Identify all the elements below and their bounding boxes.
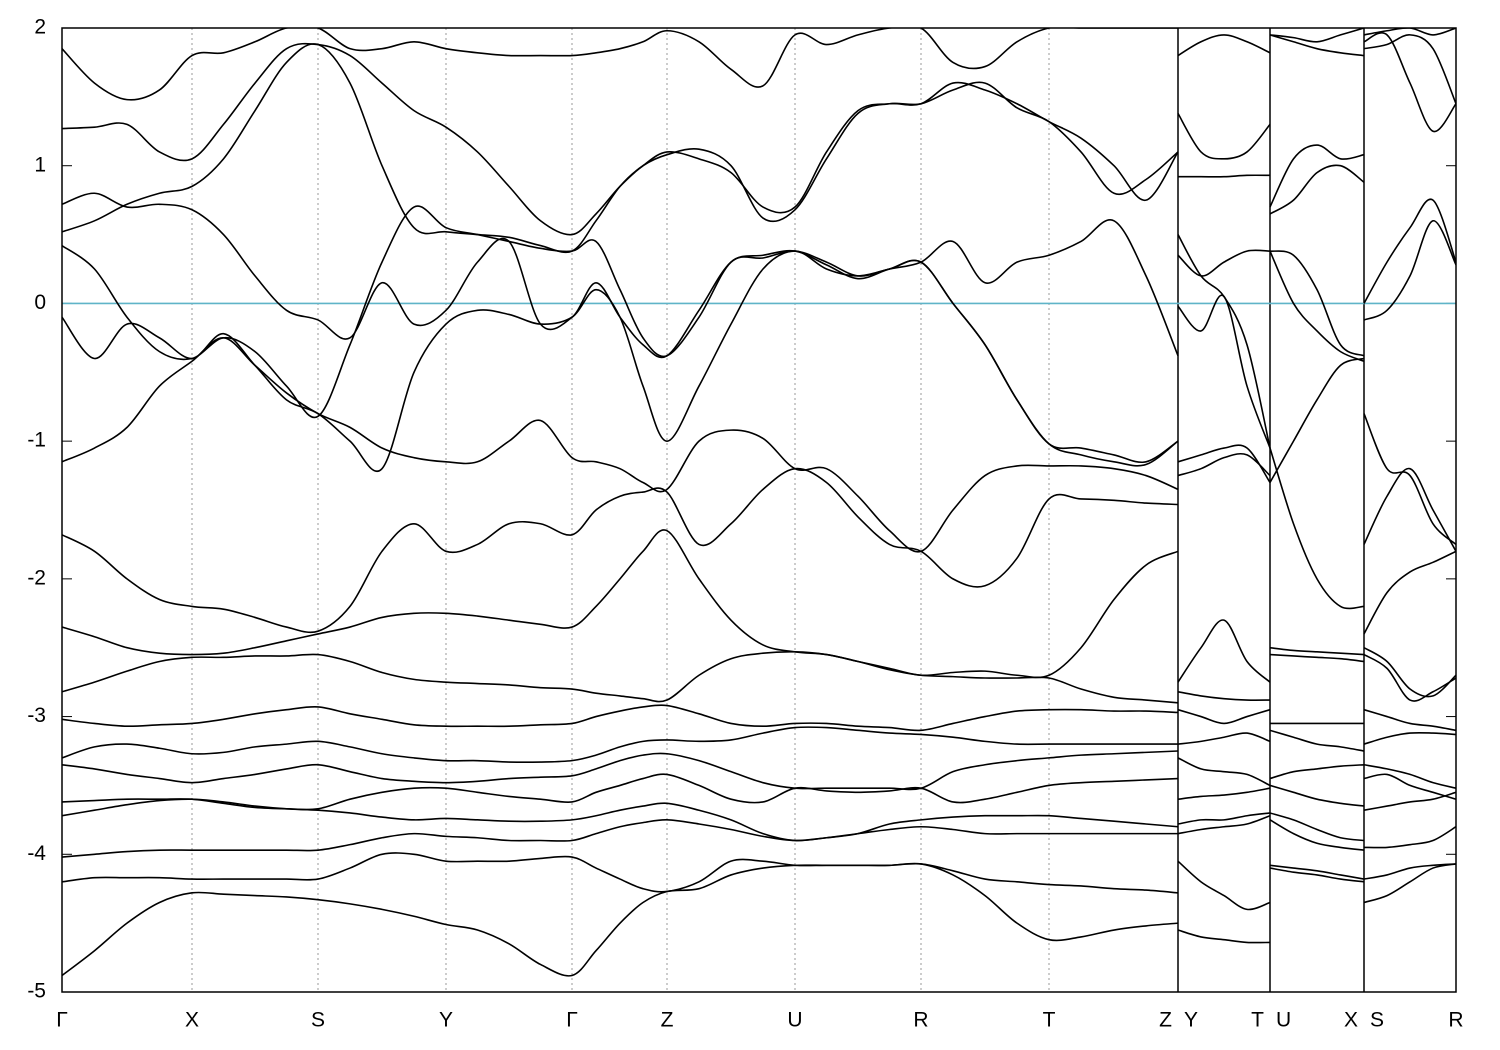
x-tick-label: Γ: [56, 1009, 68, 1032]
x-tick-label: Z: [1159, 1009, 1172, 1032]
band-line: [62, 164, 1456, 467]
x-tick-label: T: [1043, 1009, 1056, 1032]
x-tick-label: S: [1370, 1009, 1384, 1032]
band-line: [62, 28, 1456, 101]
x-tick-label: X: [1344, 1009, 1358, 1032]
x-tick-label: R: [913, 1009, 928, 1032]
x-tick-label: Γ: [566, 1009, 578, 1032]
band-line: [62, 32, 1456, 236]
x-tick-label: X: [185, 1009, 199, 1032]
x-tick-label: Y: [1184, 1009, 1198, 1032]
band-line: [62, 205, 1456, 546]
band-line: [62, 529, 1456, 702]
band-line: [62, 852, 1456, 911]
band-line: [62, 814, 1456, 858]
band-line: [62, 726, 1456, 763]
y-tick-label: -2: [27, 566, 46, 589]
band-line: [62, 862, 1456, 977]
x-tick-label: S: [311, 1009, 325, 1032]
y-tick-label: -5: [27, 980, 46, 1003]
y-tick-label: 1: [34, 153, 46, 176]
x-tick-label: R: [1448, 1009, 1463, 1032]
band-line: [62, 447, 1456, 635]
y-tick-label: 0: [34, 291, 46, 314]
y-tick-label: 2: [34, 16, 46, 39]
y-tick-label: -1: [27, 429, 46, 452]
x-tick-label: Z: [661, 1009, 674, 1032]
y-tick-label: -3: [27, 704, 46, 727]
x-tick-label: Y: [439, 1009, 453, 1032]
band-line: [62, 773, 1456, 811]
x-tick-label: T: [1251, 1009, 1264, 1032]
band-line: [62, 337, 1456, 553]
y-tick-label: -4: [27, 842, 46, 865]
x-tick-label: U: [1276, 1009, 1291, 1032]
band-line: [62, 646, 1456, 704]
band-line: [62, 34, 1456, 254]
band-line: [62, 704, 1456, 732]
band-line: [62, 750, 1456, 791]
band-line: [62, 791, 1456, 842]
x-tick-label: U: [787, 1009, 802, 1032]
plot-frame: [61, 27, 1457, 993]
